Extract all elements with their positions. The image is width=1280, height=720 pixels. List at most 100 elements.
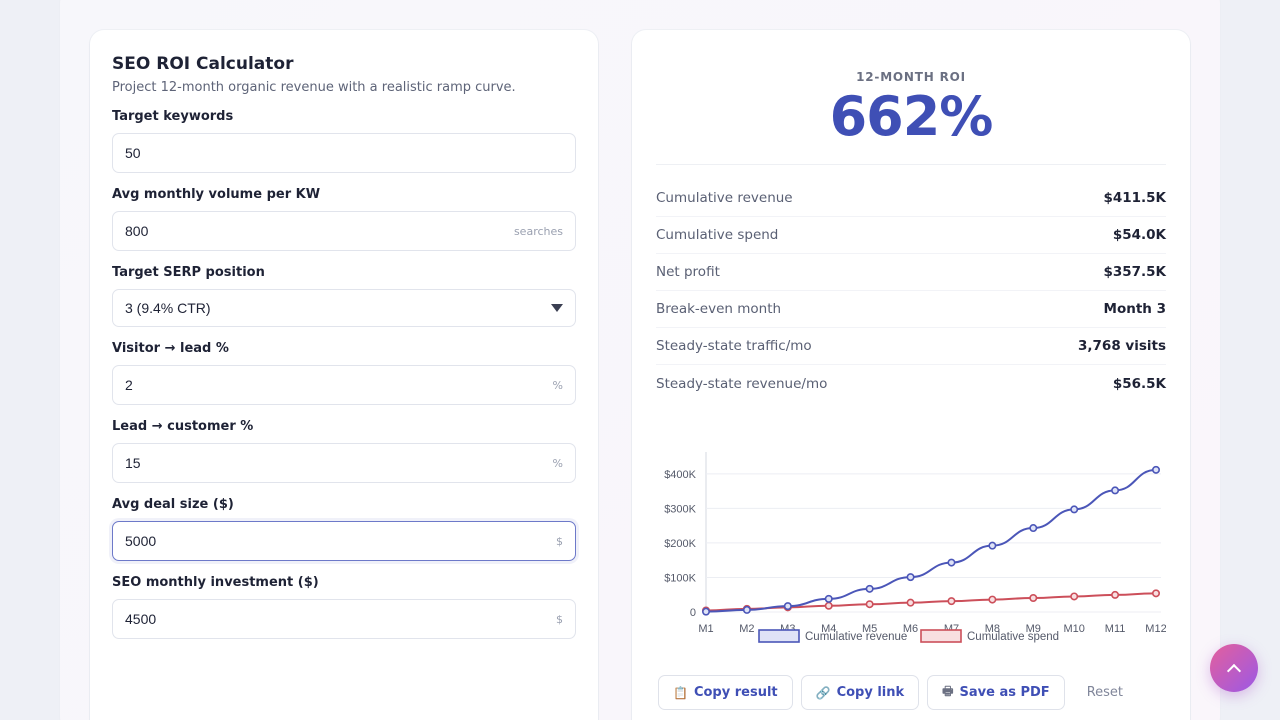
input-value[interactable]: 15 <box>125 455 141 471</box>
data-point <box>906 573 915 582</box>
input-value[interactable]: 4500 <box>125 611 157 627</box>
stat-row: Steady-state revenue/mo $56.5K <box>656 365 1166 402</box>
field-deal-size: Avg deal size ($) 5000 $ <box>112 497 576 561</box>
x-tick-label: M10 <box>1063 623 1084 635</box>
stat-label: Cumulative revenue <box>656 190 793 206</box>
copy-result-button[interactable]: 📋 Copy result <box>658 675 793 710</box>
stat-label: Steady-state traffic/mo <box>656 338 812 354</box>
legend-label: Cumulative revenue <box>805 631 907 643</box>
legend-label: Cumulative spend <box>967 631 1059 643</box>
data-point <box>783 602 792 611</box>
calculator-title: SEO ROI Calculator <box>112 54 294 74</box>
field-monthly-volume: Avg monthly volume per KW 800 searches <box>112 187 576 251</box>
data-point <box>988 541 997 550</box>
copy-result-label: Copy result <box>693 685 778 700</box>
stat-value: $54.0K <box>1112 227 1166 243</box>
series-line <box>705 468 1157 613</box>
field-label: Visitor → lead % <box>112 341 229 356</box>
stat-row: Break-even month Month 3 <box>656 291 1166 328</box>
field-visitor-lead: Visitor → lead % 2 % <box>112 341 576 405</box>
stats-list: Cumulative revenue $411.5K Cumulative sp… <box>656 180 1166 402</box>
copy-link-button[interactable]: 🔗 Copy link <box>800 675 920 710</box>
data-point <box>1029 524 1038 533</box>
divider <box>656 164 1166 165</box>
serp-position-select[interactable]: 3 (9.4% CTR) <box>112 289 576 327</box>
visitor-lead-input[interactable]: 2 % <box>112 365 576 405</box>
deal-size-input[interactable]: 5000 $ <box>112 521 576 561</box>
x-tick-label: M5 <box>862 623 877 635</box>
y-tick-label: $400K <box>664 469 696 481</box>
legend-swatch <box>920 629 962 643</box>
input-suffix: % <box>552 378 563 392</box>
legend-swatch <box>758 629 800 643</box>
y-tick-label: $200K <box>664 538 696 550</box>
input-value[interactable]: 50 <box>125 145 141 161</box>
calculator-panel: SEO ROI Calculator Project 12-month orga… <box>90 30 598 720</box>
input-suffix: % <box>552 456 563 470</box>
data-point <box>906 598 915 607</box>
series-line <box>705 592 1157 612</box>
field-label: Avg deal size ($) <box>112 497 234 512</box>
roi-value: 662% <box>829 85 994 148</box>
stat-label: Net profit <box>656 264 720 280</box>
save-pdf-button[interactable]: 🖶 Save as PDF <box>927 675 1065 710</box>
field-label: Target keywords <box>112 109 234 124</box>
x-tick-label: M2 <box>739 623 754 635</box>
x-tick-label: M1 <box>698 623 713 635</box>
select-value[interactable]: 3 (9.4% CTR) <box>125 300 211 316</box>
field-label: Target SERP position <box>112 265 265 280</box>
roi-label: 12-MONTH ROI <box>856 70 966 84</box>
stat-value: Month 3 <box>1103 301 1166 317</box>
monthly-investment-input[interactable]: 4500 $ <box>112 599 576 639</box>
data-point <box>865 600 874 609</box>
x-tick-label: M8 <box>985 623 1000 635</box>
field-label: Avg monthly volume per KW <box>112 187 321 202</box>
data-point <box>988 595 997 604</box>
action-bar: 📋 Copy result 🔗 Copy link 🖶 Save as PDF … <box>658 675 1123 710</box>
save-pdf-label: Save as PDF <box>959 685 1050 700</box>
data-point <box>701 607 710 616</box>
stat-row: Steady-state traffic/mo 3,768 visits <box>656 328 1166 365</box>
stat-row: Net profit $357.5K <box>656 254 1166 291</box>
data-point <box>1070 505 1079 514</box>
input-suffix: $ <box>556 534 563 548</box>
data-point <box>1029 594 1038 603</box>
field-target-keywords: Target keywords 50 <box>112 109 576 173</box>
input-value[interactable]: 5000 <box>125 533 157 549</box>
chevron-up-icon <box>1226 663 1242 679</box>
target-keywords-input[interactable]: 50 <box>112 133 576 173</box>
x-tick-label: M11 <box>1105 623 1126 635</box>
stat-value: $411.5K <box>1103 190 1166 206</box>
clipboard-icon: 📋 <box>673 685 688 700</box>
input-value[interactable]: 2 <box>125 377 133 393</box>
results-panel: 12-MONTH ROI 662% Cumulative revenue $41… <box>632 30 1190 720</box>
copy-link-label: Copy link <box>836 685 905 700</box>
printer-icon: 🖶 <box>942 684 954 698</box>
scroll-top-button[interactable] <box>1210 644 1258 692</box>
data-point <box>824 601 833 610</box>
stat-label: Break-even month <box>656 301 782 317</box>
input-value[interactable]: 800 <box>125 223 149 239</box>
data-point <box>1070 592 1079 601</box>
caret-down-icon[interactable] <box>551 304 563 312</box>
field-serp-position: Target SERP position 3 (9.4% CTR) <box>112 265 576 327</box>
reset-button[interactable]: Reset <box>1086 685 1124 700</box>
x-tick-label: M4 <box>821 623 836 635</box>
lead-customer-input[interactable]: 15 % <box>112 443 576 483</box>
data-point <box>865 584 874 593</box>
monthly-volume-input[interactable]: 800 searches <box>112 211 576 251</box>
input-suffix: searches <box>513 224 563 238</box>
y-tick-label: $300K <box>664 503 696 515</box>
data-point <box>1151 465 1160 474</box>
x-tick-label: M12 <box>1145 623 1166 635</box>
data-point <box>1111 590 1120 599</box>
input-suffix: $ <box>556 612 563 626</box>
data-point <box>742 605 751 614</box>
field-label: SEO monthly investment ($) <box>112 575 319 590</box>
x-tick-label: M9 <box>1026 623 1041 635</box>
data-point <box>824 594 833 603</box>
field-lead-customer: Lead → customer % 15 % <box>112 419 576 483</box>
data-point <box>1151 589 1160 598</box>
stat-row: Cumulative spend $54.0K <box>656 217 1166 254</box>
